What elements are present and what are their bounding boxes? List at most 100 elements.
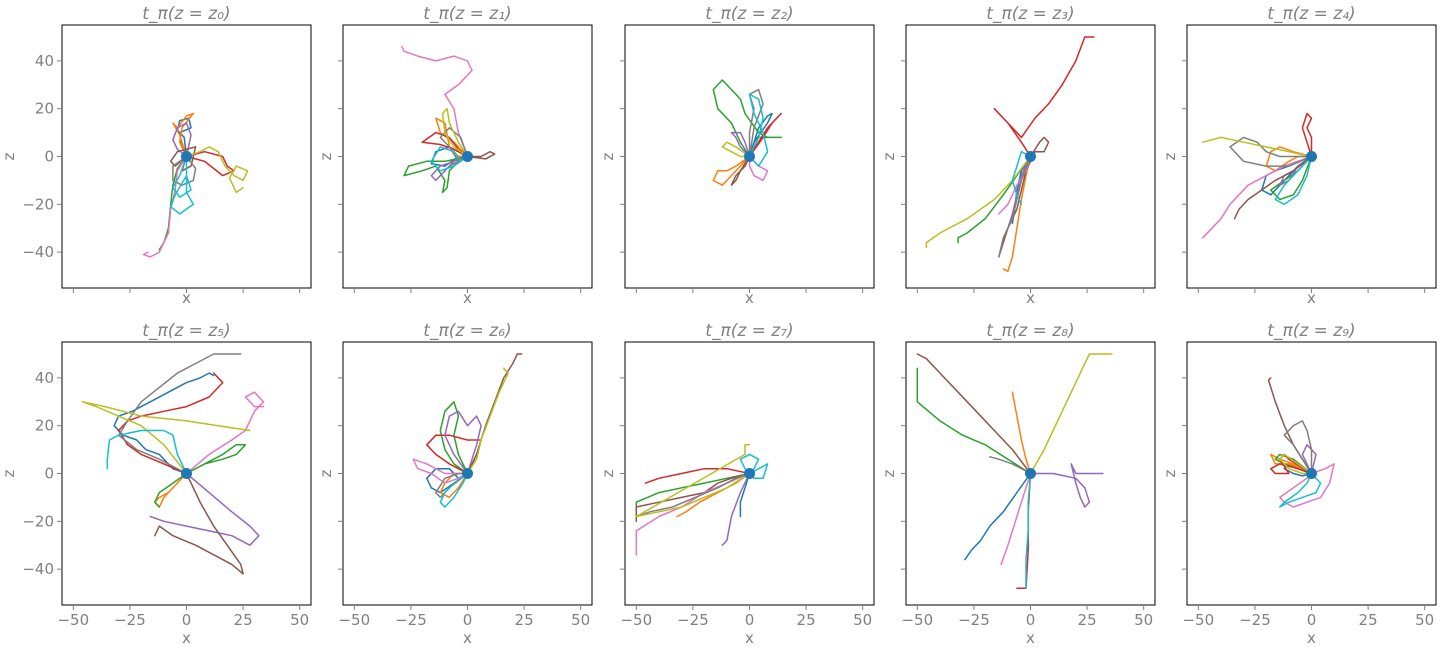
y-axis-label: z xyxy=(880,152,898,160)
trajectory-line-2 xyxy=(154,444,247,508)
trajectory-line-9 xyxy=(1025,472,1032,590)
y-axis-label: z xyxy=(1161,152,1179,160)
x-tick-label: 0 xyxy=(463,611,473,629)
trajectory-group xyxy=(1202,112,1313,239)
x-axis-label: x xyxy=(745,629,754,647)
trajectory-line-7 xyxy=(117,353,242,475)
trajectory-line-1 xyxy=(1002,155,1032,273)
x-tick-label: −50 xyxy=(620,611,652,629)
trajectory-line-9 xyxy=(430,146,469,172)
trajectory-line-5 xyxy=(1233,155,1313,220)
trajectory-line-9 xyxy=(1279,472,1322,508)
y-tick-label: −20 xyxy=(22,195,54,213)
y-tick-label: 0 xyxy=(44,148,54,166)
x-tick-label: 50 xyxy=(290,611,309,629)
y-axis-label: z xyxy=(599,469,617,477)
trajectory-line-2 xyxy=(439,401,469,475)
subplot-5: t_π(z = z₅) −50 −25 0 25 50 −40 −20 0 20 40 x z xyxy=(0,321,312,647)
trajectory-line-5 xyxy=(635,472,751,523)
trajectory-line-8 xyxy=(466,367,509,475)
trajectory-line-4 xyxy=(1029,463,1104,508)
trajectory-line-5 xyxy=(916,353,1032,475)
x-tick-label: 50 xyxy=(1134,611,1153,629)
x-tick-label: −50 xyxy=(901,611,933,629)
trajectory-line-5 xyxy=(730,155,751,186)
subplot-6: t_π(z = z₆) −50 −25 0 25 50 x z xyxy=(317,321,593,647)
subplot-title: t_π(z = z₅) xyxy=(142,321,230,341)
trajectory-line-0 xyxy=(964,472,1032,561)
subplot-title: t_π(z = z₉) xyxy=(1267,321,1355,341)
trajectory-line-9 xyxy=(439,472,469,508)
x-tick-label: 0 xyxy=(1026,611,1036,629)
subplot-7: t_π(z = z₇) −50 −25 0 25 50 x z xyxy=(599,321,875,647)
y-tick-label: 20 xyxy=(35,100,54,118)
trajectory-line-6 xyxy=(142,155,188,258)
trajectory-line-4 xyxy=(1301,444,1317,475)
start-point-marker xyxy=(181,151,192,162)
x-axis-label: x xyxy=(182,629,191,647)
trajectory-line-1 xyxy=(1011,391,1032,475)
start-point-marker xyxy=(462,151,473,162)
trajectory-line-0 xyxy=(739,472,751,518)
x-tick-label: −25 xyxy=(1239,611,1271,629)
subplot-title: t_π(z = z₇) xyxy=(705,321,793,341)
trajectory-line-9 xyxy=(1274,155,1313,206)
subplot-title: t_π(z = z₆) xyxy=(423,321,511,341)
trajectory-line-3 xyxy=(748,112,782,158)
x-tick-label: 25 xyxy=(1359,611,1378,629)
trajectory-group xyxy=(916,353,1113,590)
trajectory-line-8 xyxy=(441,107,469,158)
trajectory-line-2 xyxy=(712,79,782,158)
trajectory-line-7 xyxy=(748,88,764,158)
trajectory-line-3 xyxy=(421,131,469,158)
trajectory-line-8 xyxy=(635,444,751,518)
x-axis-label: x xyxy=(182,289,191,307)
x-tick-label: 50 xyxy=(571,611,590,629)
trajectory-line-5 xyxy=(466,150,496,160)
subplot-title: t_π(z = z₈) xyxy=(986,321,1074,341)
trajectory-line-7 xyxy=(998,155,1032,258)
subplot-grid: t_π(z = z₀) −40 −20 0 20 40 x z t_π(z = z₁) x z t_π… xyxy=(0,4,1437,647)
trajectory-line-1 xyxy=(712,155,751,186)
trajectory-line-5 xyxy=(466,353,523,475)
trajectory-line-7 xyxy=(439,127,469,167)
y-tick-label: −40 xyxy=(22,560,54,578)
x-tick-label: 0 xyxy=(745,611,755,629)
subplot-title: t_π(z = z₀) xyxy=(142,4,230,24)
trajectory-line-9 xyxy=(739,453,769,480)
y-tick-label: 40 xyxy=(35,369,54,387)
x-tick-label: −50 xyxy=(1182,611,1214,629)
trajectory-group xyxy=(712,79,782,186)
trajectory-line-4 xyxy=(444,410,482,475)
trajectory-group xyxy=(412,353,523,508)
y-axis-label: z xyxy=(880,469,898,477)
x-axis-label: x xyxy=(1307,289,1316,307)
start-point-marker xyxy=(462,468,473,479)
trajectory-line-1 xyxy=(154,472,188,508)
subplot-title: t_π(z = z₁) xyxy=(423,4,511,24)
subplot-9: t_π(z = z₉) −50 −25 0 25 50 x z xyxy=(1161,321,1437,647)
subplot-3: t_π(z = z₃) x z xyxy=(880,4,1156,307)
x-tick-label: 50 xyxy=(853,611,872,629)
trajectory-line-6 xyxy=(1000,472,1032,566)
trajectory-group xyxy=(925,36,1095,273)
start-point-marker xyxy=(181,468,192,479)
x-axis-label: x xyxy=(1307,629,1316,647)
start-point-marker xyxy=(1306,468,1317,479)
trajectory-line-1 xyxy=(172,112,195,158)
x-tick-label: −25 xyxy=(395,611,427,629)
x-tick-label: 0 xyxy=(1307,611,1317,629)
trajectory-line-4 xyxy=(730,131,751,158)
start-point-marker xyxy=(1025,468,1036,479)
x-tick-label: 25 xyxy=(234,611,253,629)
y-axis-label: z xyxy=(599,152,617,160)
trajectory-line-7 xyxy=(172,155,197,186)
x-axis-label: x xyxy=(1026,289,1035,307)
x-tick-label: 25 xyxy=(1078,611,1097,629)
start-point-marker xyxy=(1306,151,1317,162)
trajectory-group xyxy=(81,353,265,575)
y-axis-label: z xyxy=(317,152,335,160)
trajectory-line-9 xyxy=(1011,150,1032,206)
trajectory-line-6 xyxy=(401,45,473,158)
x-axis-label: x xyxy=(745,289,754,307)
